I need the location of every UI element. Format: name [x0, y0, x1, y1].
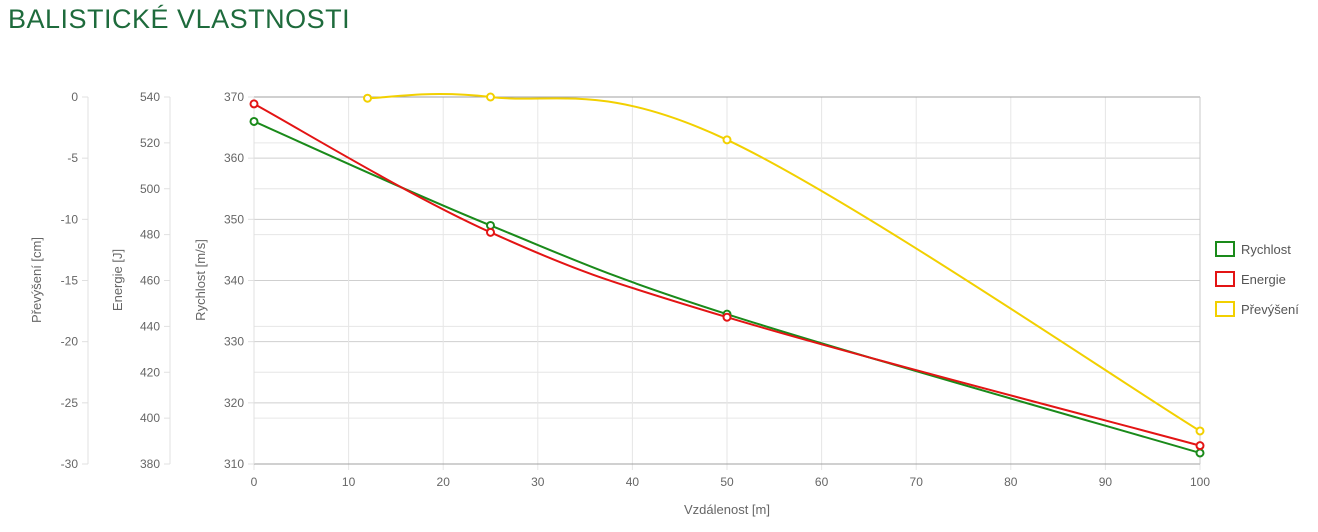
y-tick-label-energy: 440	[140, 319, 160, 333]
x-tick-label: 90	[1099, 475, 1113, 489]
y-tick-label-energy: 400	[140, 411, 160, 425]
x-tick-label: 0	[251, 475, 258, 489]
x-axis-label: Vzdálenost [m]	[684, 502, 770, 517]
series-line-energie	[253, 103, 1201, 447]
series-line-rychlost	[253, 120, 1201, 454]
y-tick-label-elevation: -25	[61, 396, 79, 410]
y-tick-label-velocity: 350	[224, 212, 244, 226]
legend: Rychlost Energie Převýšení	[1215, 241, 1299, 317]
y-tick-label-velocity: 370	[224, 90, 244, 104]
y-tick-label-velocity: 320	[224, 396, 244, 410]
y-tick-label-energy: 460	[140, 274, 160, 288]
series	[249, 92, 1205, 458]
y-tick-label-elevation: -10	[61, 212, 79, 226]
axes: Převýšení [cm] Energie [J] Rychlost [m/s…	[29, 90, 1210, 517]
y-tick-label-elevation: -20	[61, 335, 79, 349]
data-point-rychlost	[249, 116, 259, 126]
y-tick-label-energy: 540	[140, 90, 160, 104]
y-tick-label-velocity: 360	[224, 151, 244, 165]
y-tick-label-elevation: -15	[61, 274, 79, 288]
y-axis-label-velocity: Rychlost [m/s]	[193, 239, 208, 321]
page-title: BALISTICKÉ VLASTNOSTI	[8, 4, 351, 34]
y-tick-label-energy: 520	[140, 136, 160, 150]
y-tick-label-velocity: 340	[224, 274, 244, 288]
y-axis-label-elevation: Převýšení [cm]	[29, 237, 44, 323]
data-point-energie	[722, 312, 732, 322]
y-tick-label-energy: 380	[140, 457, 160, 471]
x-tick-label: 60	[815, 475, 829, 489]
data-point-rychlost	[1195, 448, 1205, 458]
x-tick-label: 70	[910, 475, 924, 489]
grid	[253, 96, 1201, 470]
data-point-prevyseni	[486, 92, 495, 102]
data-point-energie	[1195, 441, 1205, 451]
x-tick-label: 40	[626, 475, 640, 489]
series-line-prevyseni	[367, 93, 1201, 432]
legend-label-energie: Energie	[1241, 272, 1286, 287]
x-tick-label: 30	[531, 475, 545, 489]
legend-swatch-energie	[1215, 271, 1235, 287]
legend-label-prevyseni: Převýšení	[1241, 302, 1299, 317]
data-point-prevyseni	[1195, 426, 1205, 436]
data-point-energie	[249, 99, 259, 109]
y-tick-label-elevation: -30	[61, 457, 79, 471]
x-tick-label: 50	[720, 475, 734, 489]
legend-label-rychlost: Rychlost	[1241, 242, 1291, 257]
y-tick-label-velocity: 330	[224, 335, 244, 349]
x-tick-label: 20	[437, 475, 451, 489]
x-tick-label: 100	[1190, 475, 1210, 489]
legend-swatch-rychlost	[1215, 241, 1235, 257]
x-tick-label: 10	[342, 475, 356, 489]
data-point-energie	[486, 227, 495, 237]
y-tick-label-elevation: 0	[71, 90, 78, 104]
y-tick-label-energy: 500	[140, 182, 160, 196]
y-tick-label-energy: 480	[140, 228, 160, 242]
y-tick-label-velocity: 310	[224, 457, 244, 471]
y-tick-label-elevation: -5	[67, 151, 78, 165]
data-point-prevyseni	[363, 93, 373, 103]
y-tick-label-energy: 420	[140, 365, 160, 379]
legend-swatch-prevyseni	[1215, 301, 1235, 317]
y-axis-label-energy: Energie [J]	[110, 249, 125, 311]
data-point-prevyseni	[722, 135, 732, 145]
x-tick-label: 80	[1004, 475, 1018, 489]
